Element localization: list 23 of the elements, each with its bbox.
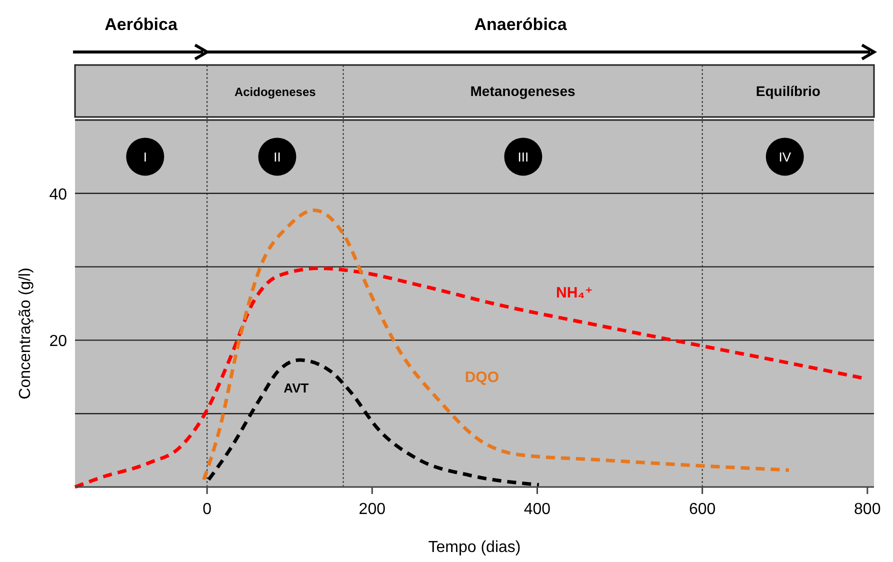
x-axis-title: Tempo (dias) (428, 539, 521, 556)
series-label: AVT (284, 380, 309, 396)
y-tick-label: 20 (49, 333, 68, 350)
text: Aeróbica (104, 15, 178, 34)
y-tick-label: 40 (49, 186, 68, 204)
x-tick-label: 0 (202, 501, 212, 518)
text: Equilíbrio (756, 83, 820, 99)
annotation: II (274, 150, 281, 165)
y-axis-title: Concentração (g/l) (17, 268, 34, 400)
annotation: I (143, 150, 147, 165)
text: Acidogeneses (234, 85, 316, 99)
x-tick-label: 200 (358, 501, 386, 518)
x-tick-label: 400 (524, 501, 551, 518)
annotation: IV (778, 150, 792, 165)
text: Metanogeneses (470, 83, 576, 99)
line-series (202, 208, 791, 482)
x-tick-label: 800 (854, 501, 881, 518)
series-label: NH₄⁺ (556, 284, 593, 302)
line-series (206, 358, 541, 487)
series-label: DQO (464, 369, 500, 386)
x-tick-label: 600 (688, 501, 716, 518)
text: Anaeróbica (474, 15, 568, 34)
annotation: III (518, 150, 529, 165)
